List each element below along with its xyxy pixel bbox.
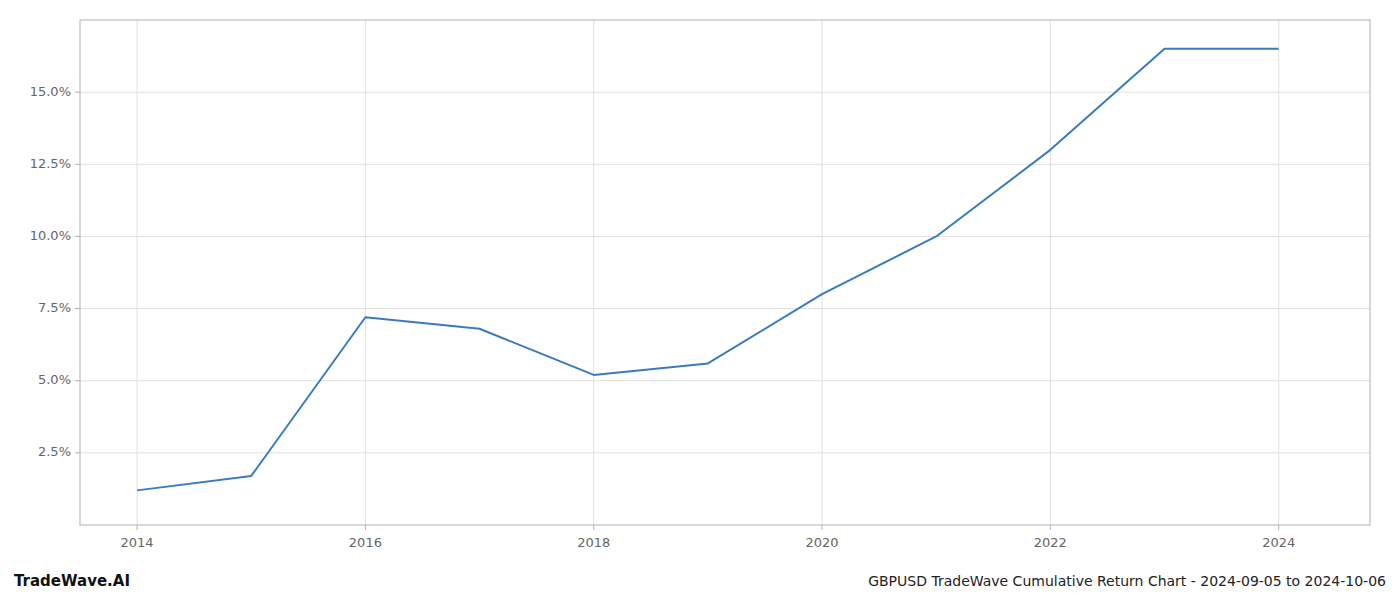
chart-container: 2.5% 5.0% 7.5% 10.0% 12.5% 15.0% 2014 2016 2018 2…	[0, 0, 1400, 600]
x-grid-line	[822, 20, 823, 525]
x-grid-line	[1278, 20, 1279, 525]
x-tick-label: 2020	[805, 535, 838, 550]
x-tick-label: 2016	[349, 535, 382, 550]
plot-frame	[80, 20, 1370, 525]
x-tick	[365, 525, 366, 530]
x-grid-line	[1050, 20, 1051, 525]
y-grid-line	[80, 452, 1370, 453]
x-tick-label: 2024	[1262, 535, 1295, 550]
y-tick	[75, 452, 80, 453]
x-tick	[593, 525, 594, 530]
x-tick-label: 2022	[1034, 535, 1067, 550]
grid	[80, 20, 1370, 525]
title: GBPUSD TradeWave Cumulative Return Chart…	[868, 573, 1386, 589]
y-grid-line	[80, 164, 1370, 165]
y-tick-label: 10.0%	[30, 228, 71, 243]
x-grid-line	[137, 20, 138, 525]
background	[0, 0, 1400, 600]
x-tick	[1278, 525, 1279, 530]
y-tick	[75, 236, 80, 237]
x-grid-line	[365, 20, 366, 525]
y-tick-label: 2.5%	[38, 444, 71, 459]
x-tick-label: 2018	[577, 535, 610, 550]
y-grid-line	[80, 380, 1370, 381]
chart-svg: 2.5% 5.0% 7.5% 10.0% 12.5% 15.0% 2014 2016 2018 2…	[0, 0, 1400, 600]
plot-data	[137, 49, 1279, 491]
line	[137, 49, 1279, 491]
y-tick	[75, 92, 80, 93]
y-grid-line	[80, 308, 1370, 309]
y-tick	[75, 380, 80, 381]
y-tick	[75, 164, 80, 165]
y-tick-label: 5.0%	[38, 372, 71, 387]
x-tick	[822, 525, 823, 530]
y-grid-line	[80, 236, 1370, 237]
y-tick-label: 7.5%	[38, 300, 71, 315]
watermark: TradeWave.AI	[14, 572, 130, 590]
x-tick	[137, 525, 138, 530]
x-tick	[1050, 525, 1051, 530]
y-grid-line	[80, 92, 1370, 93]
y-tick	[75, 308, 80, 309]
x-tick-label: 2014	[121, 535, 154, 550]
y-tick-label: 15.0%	[30, 84, 71, 99]
y-tick-label: 12.5%	[30, 156, 71, 171]
x-grid-line	[593, 20, 594, 525]
